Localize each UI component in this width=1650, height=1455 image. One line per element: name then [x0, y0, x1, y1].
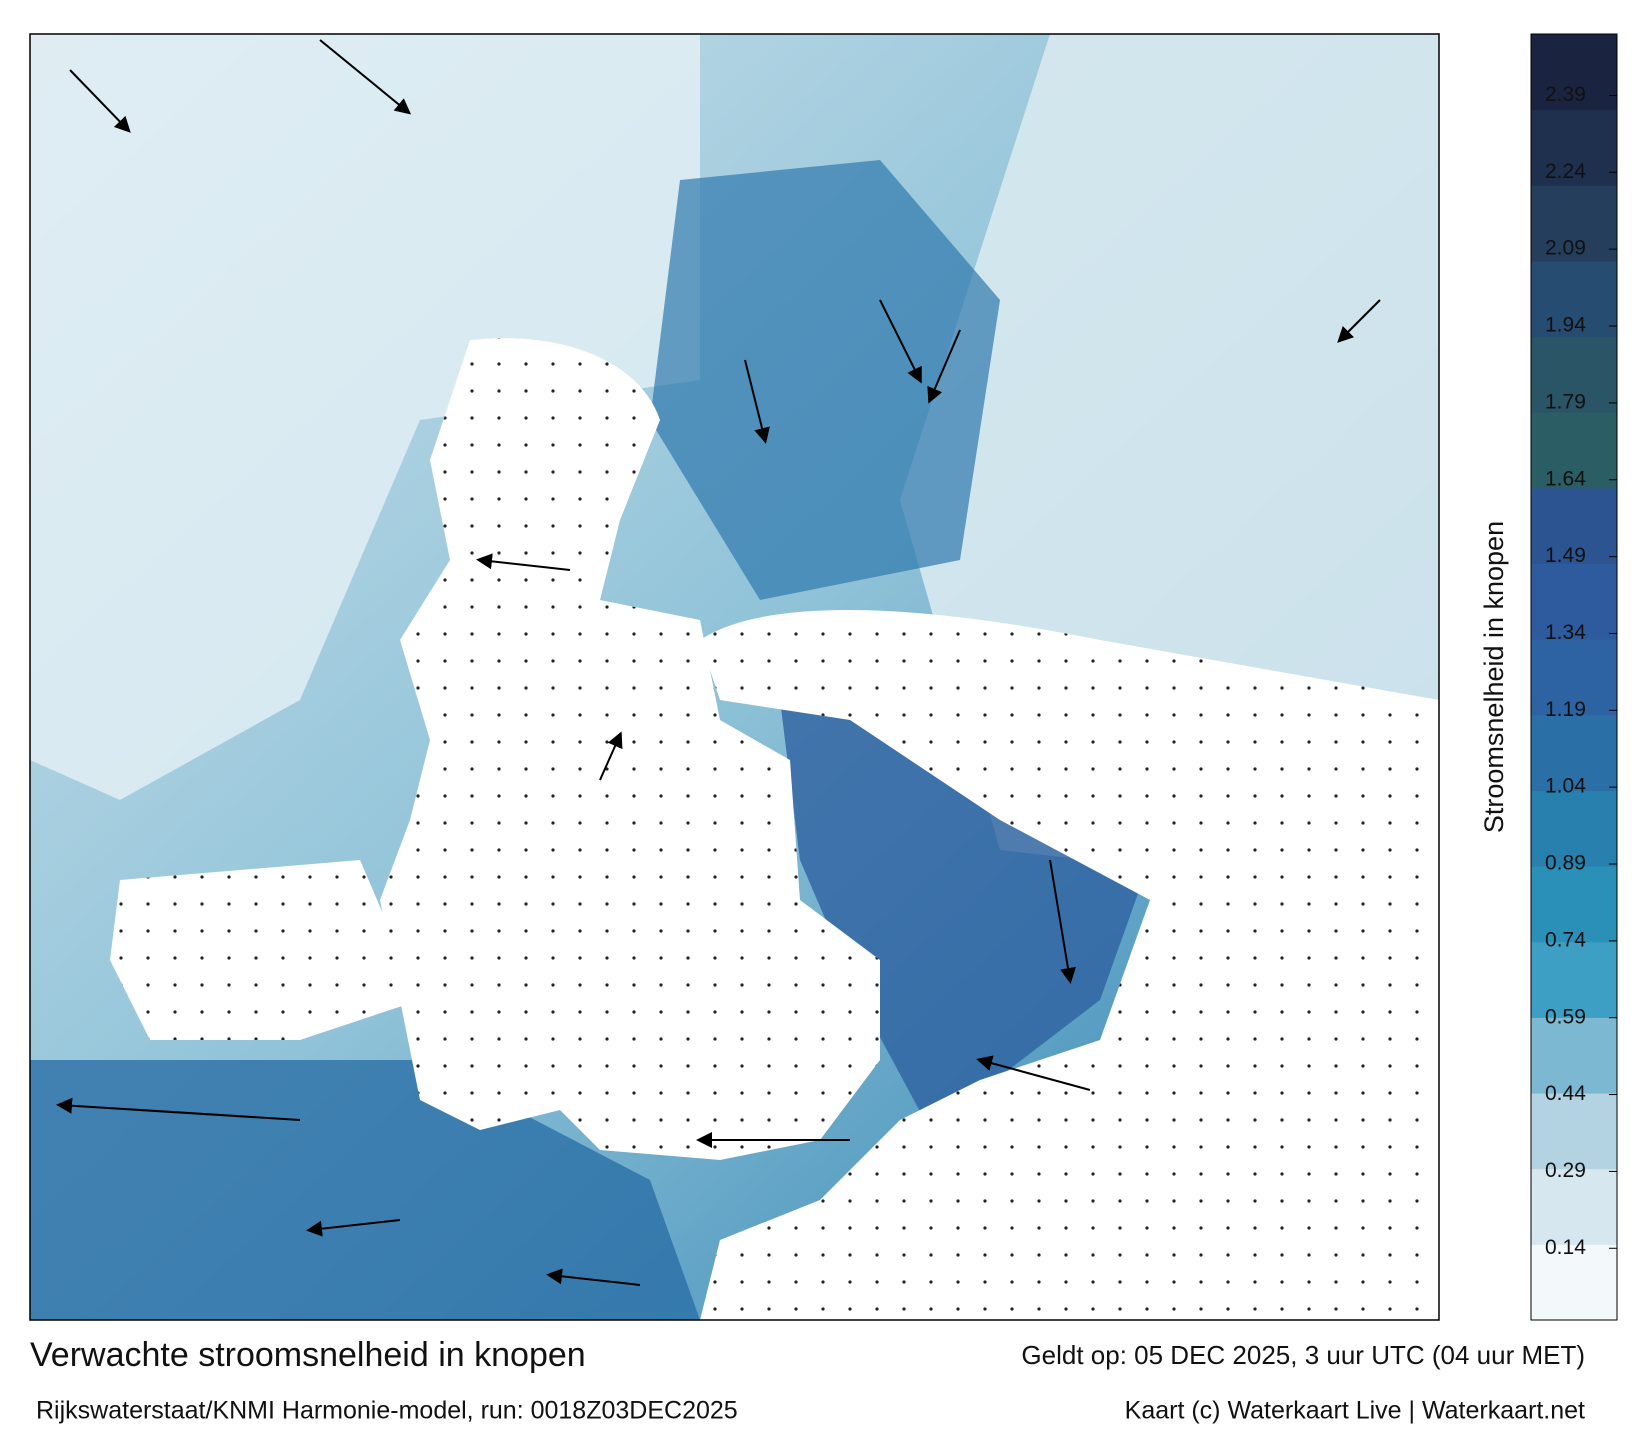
colorbar-band — [1531, 714, 1617, 791]
map-frame — [29, 33, 1440, 1321]
colorbar-band — [1531, 639, 1617, 716]
colorbar-tick-label: 0.14 — [1545, 1236, 1586, 1259]
colorbar-frame — [1530, 33, 1618, 1321]
colorbar-band — [1531, 34, 1617, 111]
colorbar-tick-label: 1.49 — [1545, 544, 1586, 567]
sea-deep — [650, 160, 1000, 600]
colorbar-band — [1531, 563, 1617, 640]
map-area — [30, 34, 1439, 1320]
colorbar-tick-label: 0.29 — [1545, 1159, 1586, 1182]
land-grid — [700, 610, 1439, 1320]
subtitle: Rijkswaterstaat/KNMI Harmonie-model, run… — [36, 1397, 738, 1425]
colorbar-tick-label: 2.09 — [1545, 237, 1586, 260]
colorbar-tick-label: 1.34 — [1545, 621, 1586, 644]
colorbar-band — [1531, 941, 1617, 1018]
sea-deep — [30, 1060, 700, 1320]
colorbar-band — [1531, 109, 1617, 186]
colorbar-label: Stroomsnelheid in knopen — [1479, 521, 1509, 833]
colorbar-tick-label: 1.79 — [1545, 390, 1586, 413]
colorbar-band — [1531, 790, 1617, 867]
colorbar: 0.14 0.29 0.44 0.59 0.74 0.89 1.04 1.19 1.34 1.49… — [1531, 34, 1617, 1321]
colorbar-tick-label: 1.64 — [1545, 467, 1586, 490]
colorbar-band — [1531, 185, 1617, 262]
colorbar-band — [1531, 1017, 1617, 1094]
colorbar-band — [1531, 1168, 1617, 1245]
colorbar-tick-label: 2.39 — [1545, 83, 1586, 106]
colorbar-band — [1531, 260, 1617, 338]
colorbar-band — [1531, 412, 1617, 489]
land-grid — [110, 860, 420, 1040]
colorbar-tick-label: 1.19 — [1545, 698, 1586, 721]
colorbar-tick-label: 1.04 — [1545, 775, 1586, 798]
colorbar-band — [1531, 1093, 1617, 1170]
colorbar-tick-label: 0.59 — [1545, 1005, 1586, 1028]
title: Verwachte stroomsnelheid in knopen — [30, 1336, 586, 1374]
credit: Kaart (c) Waterkaart Live | Waterkaart.n… — [1125, 1397, 1585, 1425]
colorbar-tick-label: 0.74 — [1545, 928, 1586, 951]
valid-time: Geldt op: 05 DEC 2025, 3 uur UTC (04 uur… — [1021, 1340, 1585, 1370]
colorbar-tick-label: 2.24 — [1545, 160, 1586, 183]
colorbar-band — [1531, 487, 1617, 565]
colorbar-band — [1531, 1244, 1617, 1321]
land-grid — [380, 338, 880, 1161]
sea-light — [30, 34, 700, 800]
colorbar-tick-label: 0.89 — [1545, 852, 1586, 875]
current-arrows — [56, 39, 1381, 1286]
colorbar-band — [1531, 336, 1617, 413]
colorbar-band — [1531, 866, 1617, 943]
colorbar-tick-label: 1.94 — [1545, 314, 1586, 337]
colorbar-tick-label: 0.44 — [1545, 1082, 1586, 1105]
